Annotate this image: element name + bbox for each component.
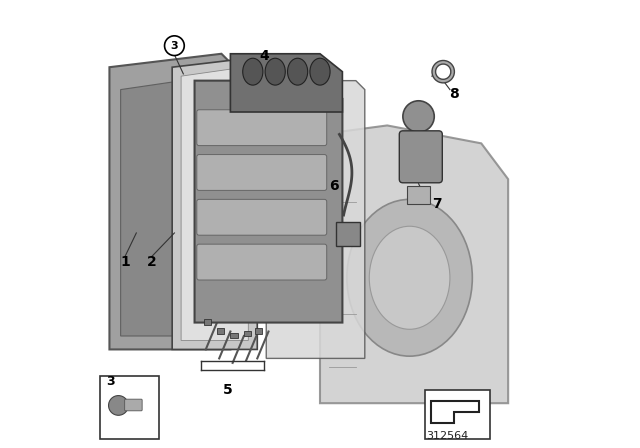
- Text: 5: 5: [223, 383, 233, 397]
- Polygon shape: [121, 76, 217, 336]
- Bar: [407, 186, 430, 204]
- Text: 8: 8: [449, 87, 460, 101]
- Ellipse shape: [369, 226, 450, 329]
- Ellipse shape: [265, 58, 285, 85]
- Ellipse shape: [287, 58, 308, 85]
- Circle shape: [109, 396, 128, 415]
- Text: 1: 1: [120, 255, 130, 269]
- Bar: [230, 333, 237, 338]
- Polygon shape: [109, 54, 230, 349]
- Polygon shape: [172, 58, 257, 349]
- FancyBboxPatch shape: [197, 155, 327, 190]
- Text: 6: 6: [328, 179, 339, 193]
- FancyBboxPatch shape: [197, 110, 327, 146]
- FancyBboxPatch shape: [125, 399, 142, 411]
- Text: 7: 7: [431, 197, 442, 211]
- Text: 4: 4: [259, 49, 269, 63]
- Bar: [204, 319, 211, 325]
- Polygon shape: [181, 67, 248, 340]
- Text: 2: 2: [147, 255, 157, 269]
- Text: 312564: 312564: [426, 431, 469, 441]
- Bar: [244, 331, 251, 336]
- Bar: [255, 328, 262, 334]
- FancyBboxPatch shape: [197, 244, 327, 280]
- FancyBboxPatch shape: [425, 390, 490, 439]
- Ellipse shape: [310, 58, 330, 85]
- Ellipse shape: [243, 58, 263, 85]
- Text: 3: 3: [171, 41, 178, 51]
- Ellipse shape: [347, 199, 472, 356]
- Polygon shape: [195, 81, 342, 323]
- Bar: [336, 222, 360, 246]
- Text: 3: 3: [106, 375, 115, 388]
- FancyBboxPatch shape: [100, 376, 159, 439]
- Polygon shape: [266, 81, 365, 358]
- Polygon shape: [230, 54, 342, 112]
- FancyBboxPatch shape: [399, 131, 442, 183]
- Circle shape: [164, 36, 184, 56]
- Bar: [217, 328, 224, 334]
- FancyBboxPatch shape: [197, 199, 327, 235]
- Ellipse shape: [403, 101, 435, 132]
- Polygon shape: [320, 125, 508, 403]
